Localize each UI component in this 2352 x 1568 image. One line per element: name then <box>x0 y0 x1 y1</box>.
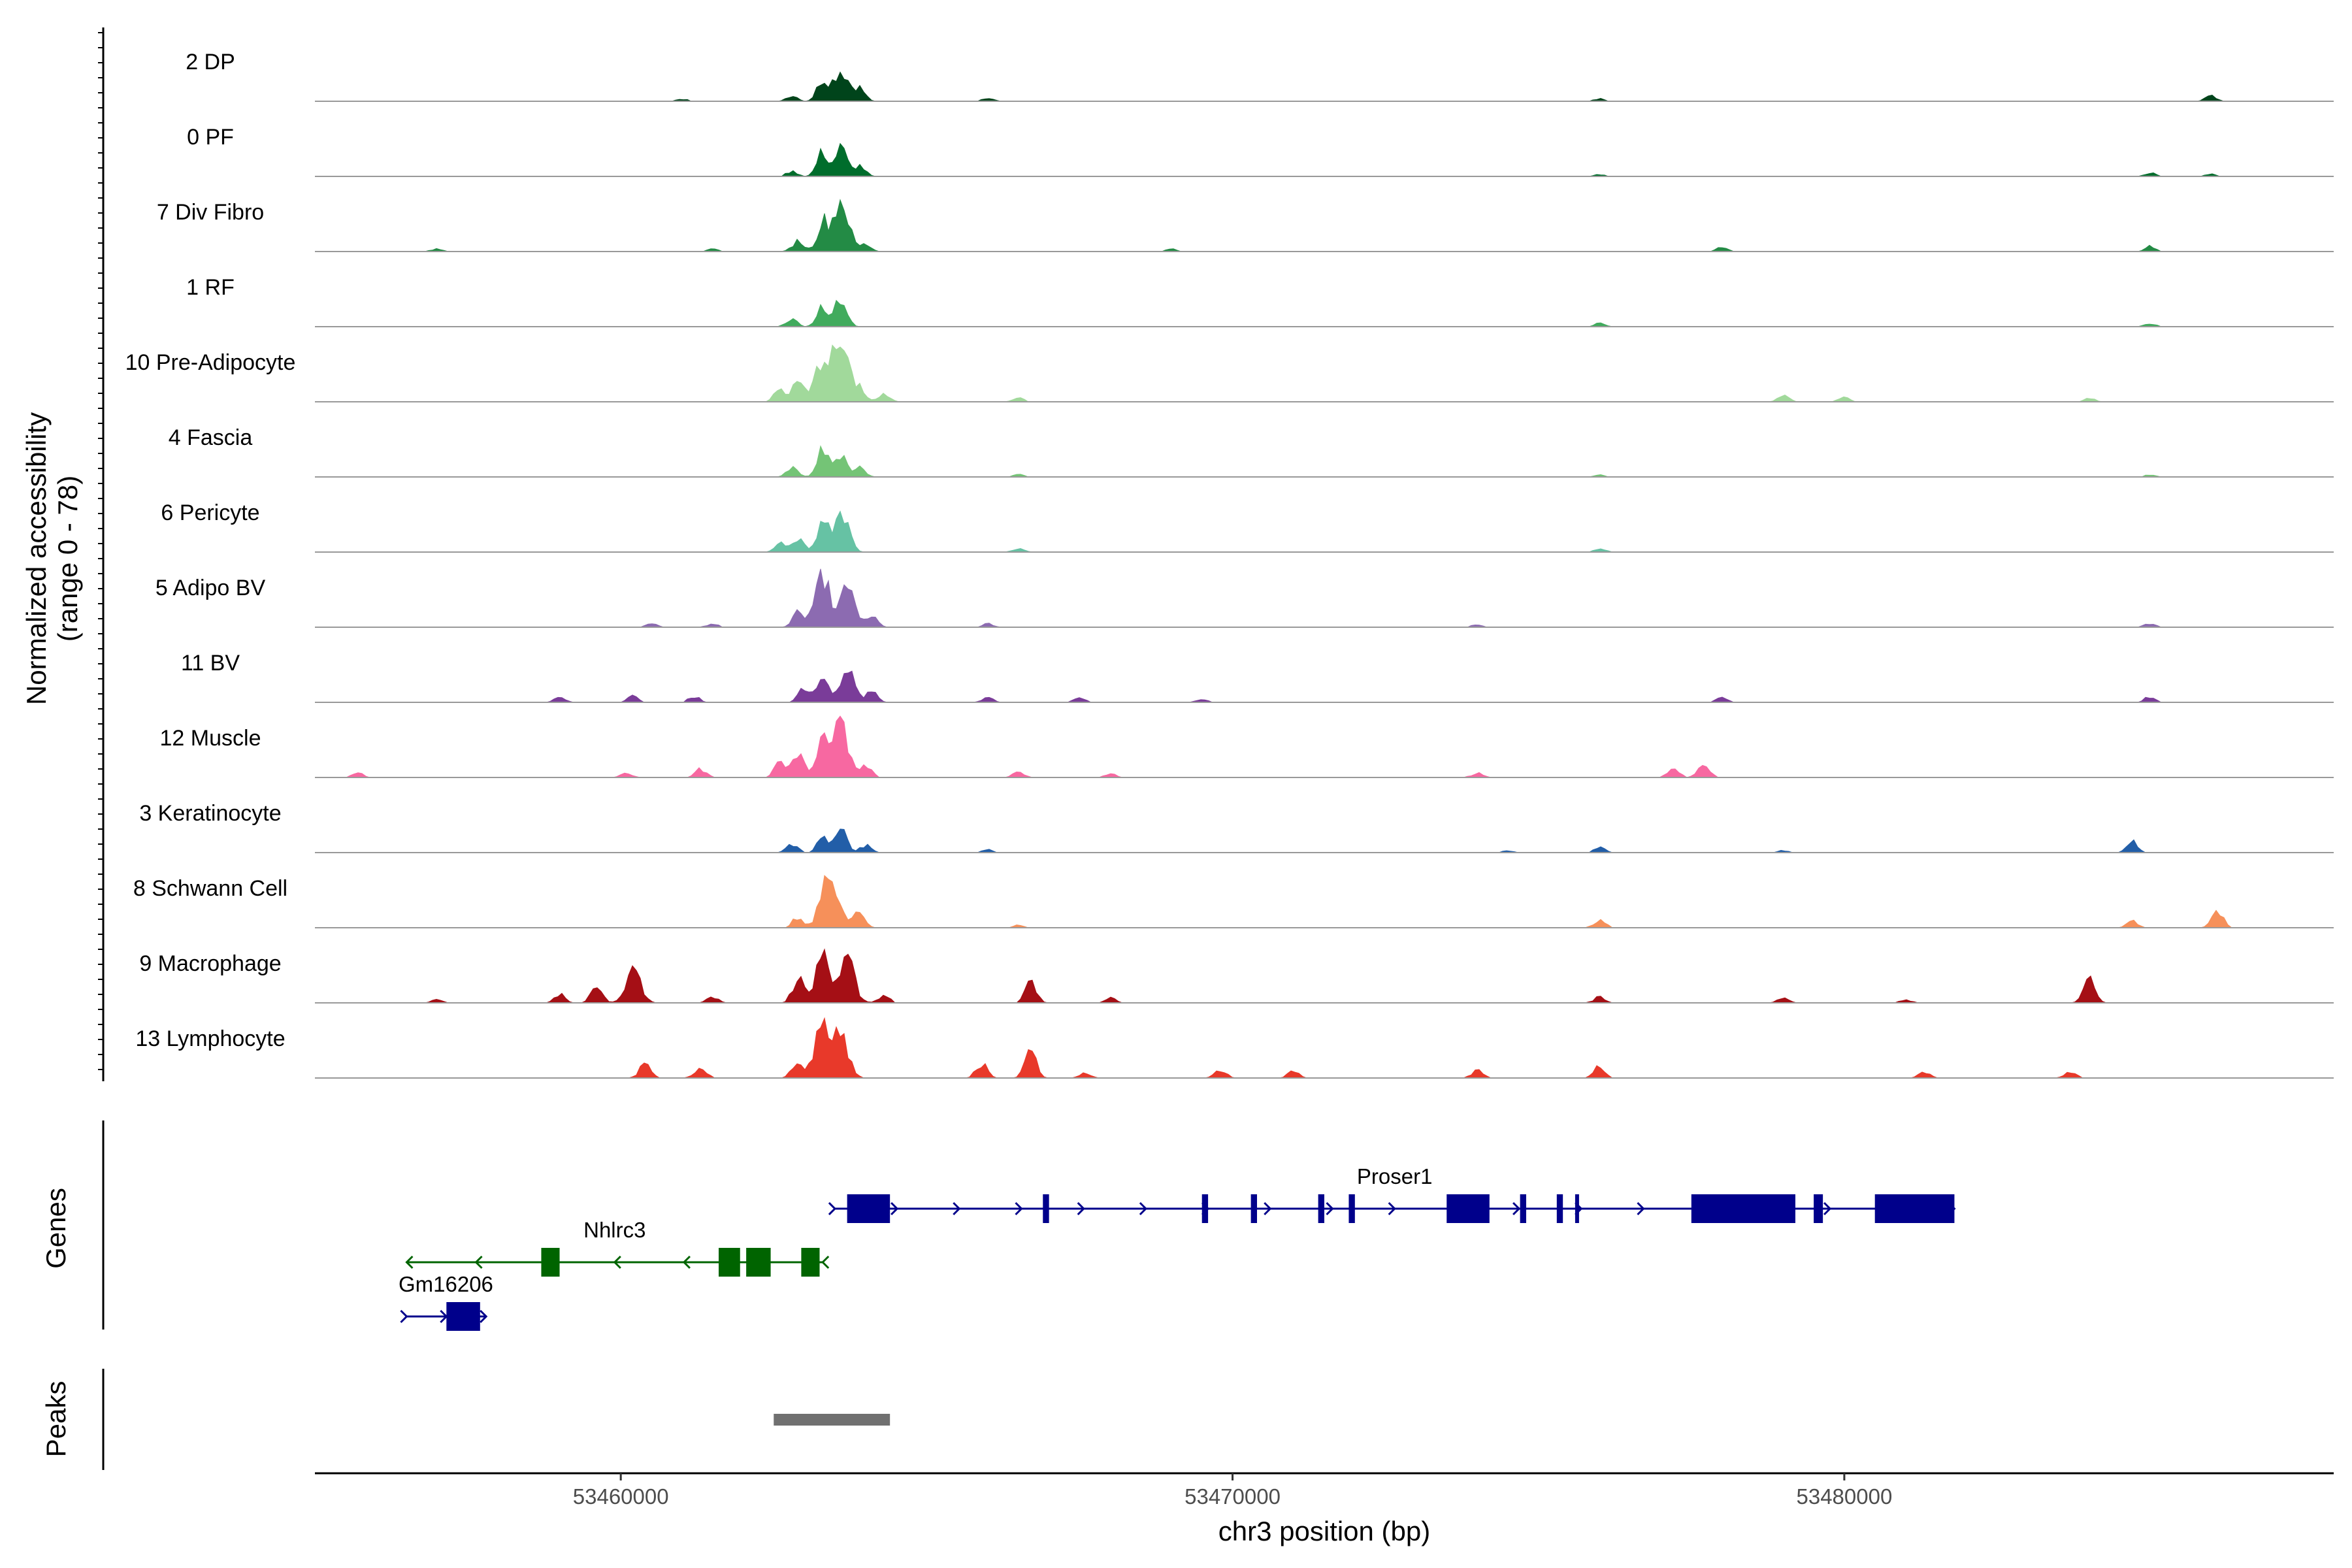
strand-arrow <box>480 1309 488 1324</box>
peaks-panel <box>774 1414 890 1426</box>
exon <box>1691 1194 1795 1223</box>
x-tick-label: 53460000 <box>573 1484 669 1509</box>
track-signal-11-bv <box>315 670 2334 703</box>
exon <box>1575 1194 1579 1223</box>
gene-gm16206: Gm16206 <box>399 1272 493 1331</box>
exon <box>1520 1194 1526 1223</box>
peak-region <box>774 1414 890 1426</box>
track-label: 13 Lymphocyte <box>135 1026 285 1051</box>
track-label: 6 Pericyte <box>161 500 259 525</box>
track-label: 12 Muscle <box>160 726 261 751</box>
track-signal-10-pre-adipocyte <box>315 344 2334 402</box>
strand-arrow <box>1326 1201 1334 1216</box>
strand-arrow <box>1139 1201 1148 1216</box>
strand-arrow <box>1077 1201 1085 1216</box>
exon <box>719 1248 740 1277</box>
exon <box>1318 1194 1324 1223</box>
track-label: 11 BV <box>181 651 240 676</box>
track-signal-5-adipo-bv <box>315 568 2334 628</box>
y-axis-ruler <box>98 27 105 1081</box>
strand-arrow <box>1637 1201 1645 1216</box>
track-signal-8-schwann-cell <box>315 875 2334 928</box>
strand-arrow <box>890 1201 899 1216</box>
exon <box>746 1248 771 1277</box>
exon <box>847 1194 890 1223</box>
strand-arrow <box>821 1255 830 1269</box>
x-axis-title: chr3 position (bp) <box>1218 1516 1431 1546</box>
gene-proser1: Proser1 <box>828 1164 1956 1223</box>
x-tick-label: 53470000 <box>1184 1484 1281 1509</box>
exon <box>1043 1194 1049 1223</box>
track-label: 8 Schwann Cell <box>133 876 287 901</box>
strand-arrow <box>828 1201 837 1216</box>
track-signal-12-muscle <box>315 715 2334 778</box>
track-label: 0 PF <box>187 125 234 150</box>
strand-arrow <box>400 1309 408 1324</box>
strand-arrow <box>953 1201 961 1216</box>
y-axis-title: Normalized accessibility <box>21 412 52 705</box>
strand-arrow <box>1388 1201 1396 1216</box>
exon <box>1348 1194 1355 1223</box>
strand-arrow <box>440 1309 448 1324</box>
track-label: 3 Keratinocyte <box>139 801 281 826</box>
strand-arrow <box>613 1255 621 1269</box>
track-labels: 2 DP 0 PF 7 Div Fibro 1 RF 10 Pre-Adipocyte 4… <box>125 50 296 1051</box>
strand-arrow <box>682 1255 691 1269</box>
track-label: 9 Macrophage <box>139 951 281 976</box>
gene-label: Proser1 <box>1357 1164 1433 1188</box>
strand-arrow <box>1823 1201 1832 1216</box>
track-signal-7-div-fibro <box>315 199 2334 252</box>
x-tick-label: 53480000 <box>1796 1484 1892 1509</box>
strand-arrow <box>1015 1201 1023 1216</box>
peaks-panel-title: Peaks <box>41 1381 71 1458</box>
track-label: 10 Pre-Adipocyte <box>125 350 296 375</box>
exon <box>1874 1194 1955 1223</box>
exon <box>541 1248 560 1277</box>
gene-nhlrc3: Nhlrc3 <box>405 1218 830 1277</box>
strand-arrow <box>1512 1201 1521 1216</box>
gene-label: Gm16206 <box>399 1272 493 1296</box>
exon <box>1250 1194 1257 1223</box>
track-label: 5 Adipo BV <box>155 576 266 600</box>
exon <box>801 1248 820 1277</box>
strand-arrow <box>405 1255 414 1269</box>
gene-annotation-panel: Proser1 Nhlrc3 Gm16206 <box>399 1164 1956 1331</box>
track-signal-1-rf <box>315 299 2334 327</box>
track-signal-6-pericyte <box>315 510 2334 553</box>
exon <box>1201 1194 1209 1223</box>
track-signal-3-keratinocyte <box>315 828 2334 853</box>
track-signal-4-fascia <box>315 445 2334 478</box>
track-signal-13-lymphocyte <box>315 1017 2334 1079</box>
strand-arrow <box>1264 1201 1272 1216</box>
track-signal-0-pf <box>315 142 2334 177</box>
gene-label: Nhlrc3 <box>583 1218 645 1242</box>
y-axis-subtitle: (range 0 - 78) <box>52 476 83 642</box>
exon <box>1556 1194 1563 1223</box>
x-axis: 53460000 53470000 53480000 <box>315 1472 2334 1509</box>
track-label: 2 DP <box>186 50 235 74</box>
track-signal-9-macrophage <box>315 948 2334 1004</box>
exon <box>1814 1194 1823 1223</box>
track-label: 1 RF <box>186 275 235 300</box>
exon <box>1446 1194 1490 1223</box>
genes-panel-title: Genes <box>41 1188 71 1269</box>
accessibility-tracks <box>315 71 2334 1079</box>
track-signal-2-dp <box>315 71 2334 102</box>
exon <box>446 1302 480 1331</box>
track-label: 7 Div Fibro <box>157 200 264 225</box>
track-label: 4 Fascia <box>169 425 253 450</box>
strand-arrow <box>474 1255 483 1269</box>
